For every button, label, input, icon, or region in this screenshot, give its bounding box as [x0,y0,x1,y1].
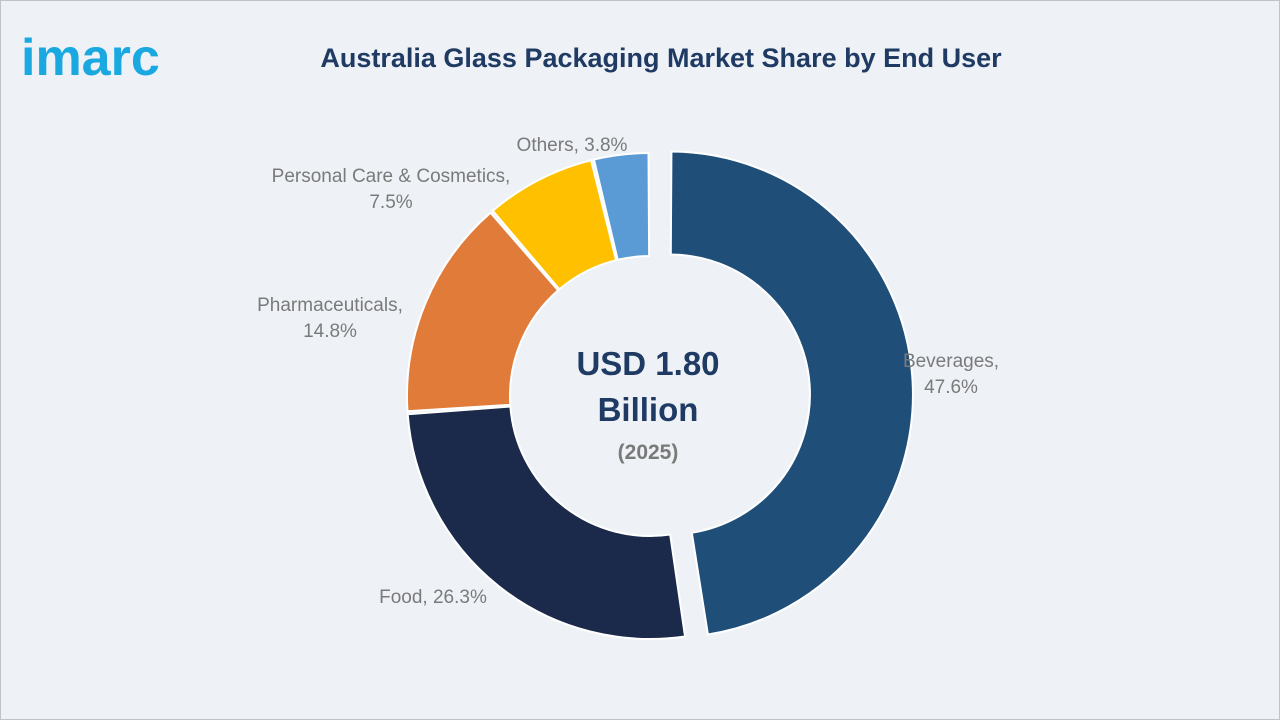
imarc-logo: imarc [21,29,160,87]
data-label-food: Food, 26.3% [379,587,487,608]
center-unit: Billion [598,391,699,428]
center-year: (2025) [618,441,679,464]
chart-title: Australia Glass Packaging Market Share b… [320,43,1002,73]
center-value: USD 1.80 [576,345,719,382]
slice-pharmaceuticals [406,211,560,413]
slice-food [406,405,687,640]
slice-beverages [669,150,914,636]
data-label-beverages: Beverages, 47.6% [903,351,999,398]
slice-personal-care-cosmetics [491,159,618,291]
data-label-pharmaceuticals: Pharmaceuticals, 14.8% [257,295,403,342]
data-label-others: Others, 3.8% [517,135,628,156]
logo-text: imarc [21,29,160,87]
data-label-personal-care-cosmetics: Personal Care & Cosmetics, 7.5% [272,166,511,213]
slice-others [592,151,651,261]
